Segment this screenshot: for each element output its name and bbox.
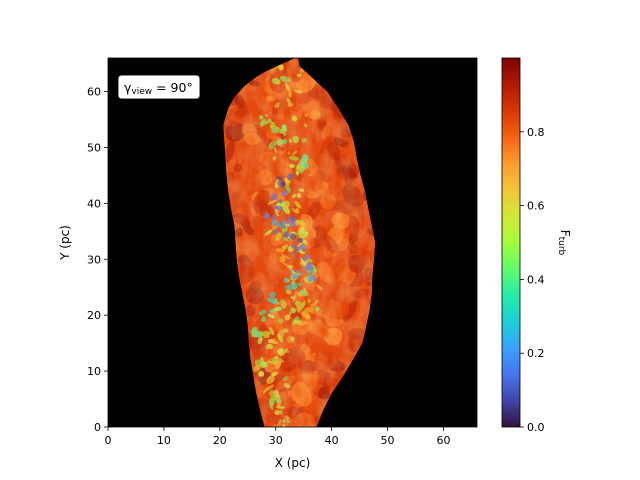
y-axis-label: Y (pc): [58, 225, 72, 261]
annotation-subscript: view: [131, 87, 152, 97]
colorbar-tick-label: 0.4: [527, 273, 545, 286]
y-tick-label: 40: [87, 197, 101, 210]
y-tick-label: 20: [87, 309, 101, 322]
annotation-symbol: γ: [124, 80, 132, 95]
annotation-box: [118, 75, 200, 99]
x-tick-label: 0: [105, 434, 112, 447]
cloud-texture: [223, 58, 376, 427]
x-axis-label: X (pc): [275, 456, 311, 470]
x-tick-label: 50: [381, 434, 395, 447]
x-tick-label: 40: [325, 434, 339, 447]
colorbar-tick-label: 0.6: [527, 200, 545, 213]
colorbar-label-subscript: turb: [556, 237, 566, 256]
x-tick-label: 20: [213, 434, 227, 447]
colorbar-tick-label: 0.0: [527, 421, 545, 434]
x-tick-label: 10: [157, 434, 171, 447]
plot-area: [107, 57, 478, 431]
y-tick-label: 30: [87, 253, 101, 266]
x-axis: 0 10 20 30 40 50 60: [105, 427, 450, 447]
y-tick-label: 60: [87, 86, 101, 99]
colorbar-fill: [502, 58, 520, 427]
colorbar: 0.0 0.2 0.4 0.6 0.8 Fturb: [501, 57, 572, 434]
colorbar-ticks: 0.0 0.2 0.4 0.6 0.8: [520, 126, 545, 434]
colorbar-label: Fturb: [556, 230, 572, 256]
x-tick-label: 60: [436, 434, 450, 447]
turbulent-cloud: [223, 58, 376, 431]
colorbar-frame: [501, 57, 521, 428]
x-tick-label: 30: [269, 434, 283, 447]
ridge-filament: [296, 427, 305, 431]
annotation-text: γview = 90°: [124, 80, 193, 97]
colorbar-label-main: F: [558, 230, 572, 237]
plot-frame: [107, 57, 478, 428]
annotation-value: = 90°: [152, 80, 193, 95]
view-angle-annotation: γview = 90°: [118, 75, 200, 99]
y-axis: 0 10 20 30 40 50 60: [87, 86, 108, 434]
cloud-layer: [223, 58, 376, 431]
y-tick-label: 10: [87, 365, 101, 378]
y-tick-label: 50: [87, 141, 101, 154]
colorbar-tick-label: 0.8: [527, 126, 545, 139]
y-tick-label: 0: [94, 421, 101, 434]
colorbar-tick-label: 0.2: [527, 347, 545, 360]
